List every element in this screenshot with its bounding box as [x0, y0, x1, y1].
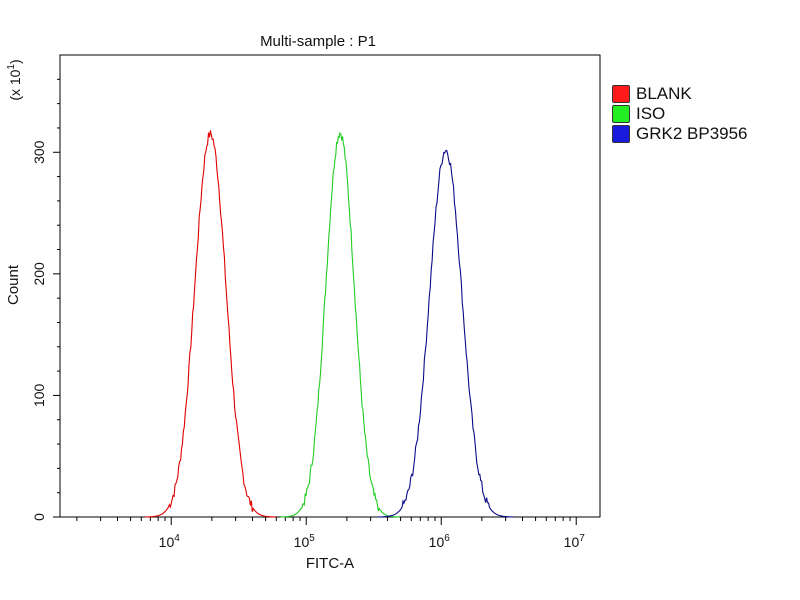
legend-item-grk2: GRK2 BP3956	[612, 124, 748, 144]
x-tick-label: 107	[564, 533, 586, 550]
series-line-grk2-bp3956	[377, 149, 514, 518]
legend-swatch-iso	[612, 105, 630, 123]
x-tick-label: 104	[159, 533, 181, 550]
x-tick-label: 105	[294, 533, 316, 550]
legend-swatch-blank	[612, 85, 630, 103]
y-axis-label: Count	[5, 264, 22, 305]
x-tick-label: 106	[429, 533, 451, 550]
y-tick-label: 100	[31, 384, 47, 408]
legend-item-blank: BLANK	[612, 84, 748, 104]
chart-title: Multi-sample : P1	[260, 33, 376, 50]
y-tick-label: 300	[31, 140, 47, 164]
series-line-blank	[145, 130, 276, 518]
y-multiplier-label: (x 101)	[6, 59, 23, 100]
chart-legend: BLANK ISO GRK2 BP3956	[612, 84, 748, 144]
x-axis-label: FITC-A	[306, 555, 354, 572]
y-tick-label: 0	[31, 513, 47, 521]
legend-label-iso: ISO	[636, 104, 666, 123]
legend-label-blank: BLANK	[636, 84, 692, 103]
legend-label-grk2: GRK2 BP3956	[636, 124, 748, 143]
series-line-iso	[280, 131, 400, 518]
legend-item-iso: ISO	[612, 104, 748, 124]
y-tick-label: 200	[31, 262, 47, 286]
plot-frame	[59, 54, 601, 518]
legend-swatch-grk2	[612, 125, 630, 143]
